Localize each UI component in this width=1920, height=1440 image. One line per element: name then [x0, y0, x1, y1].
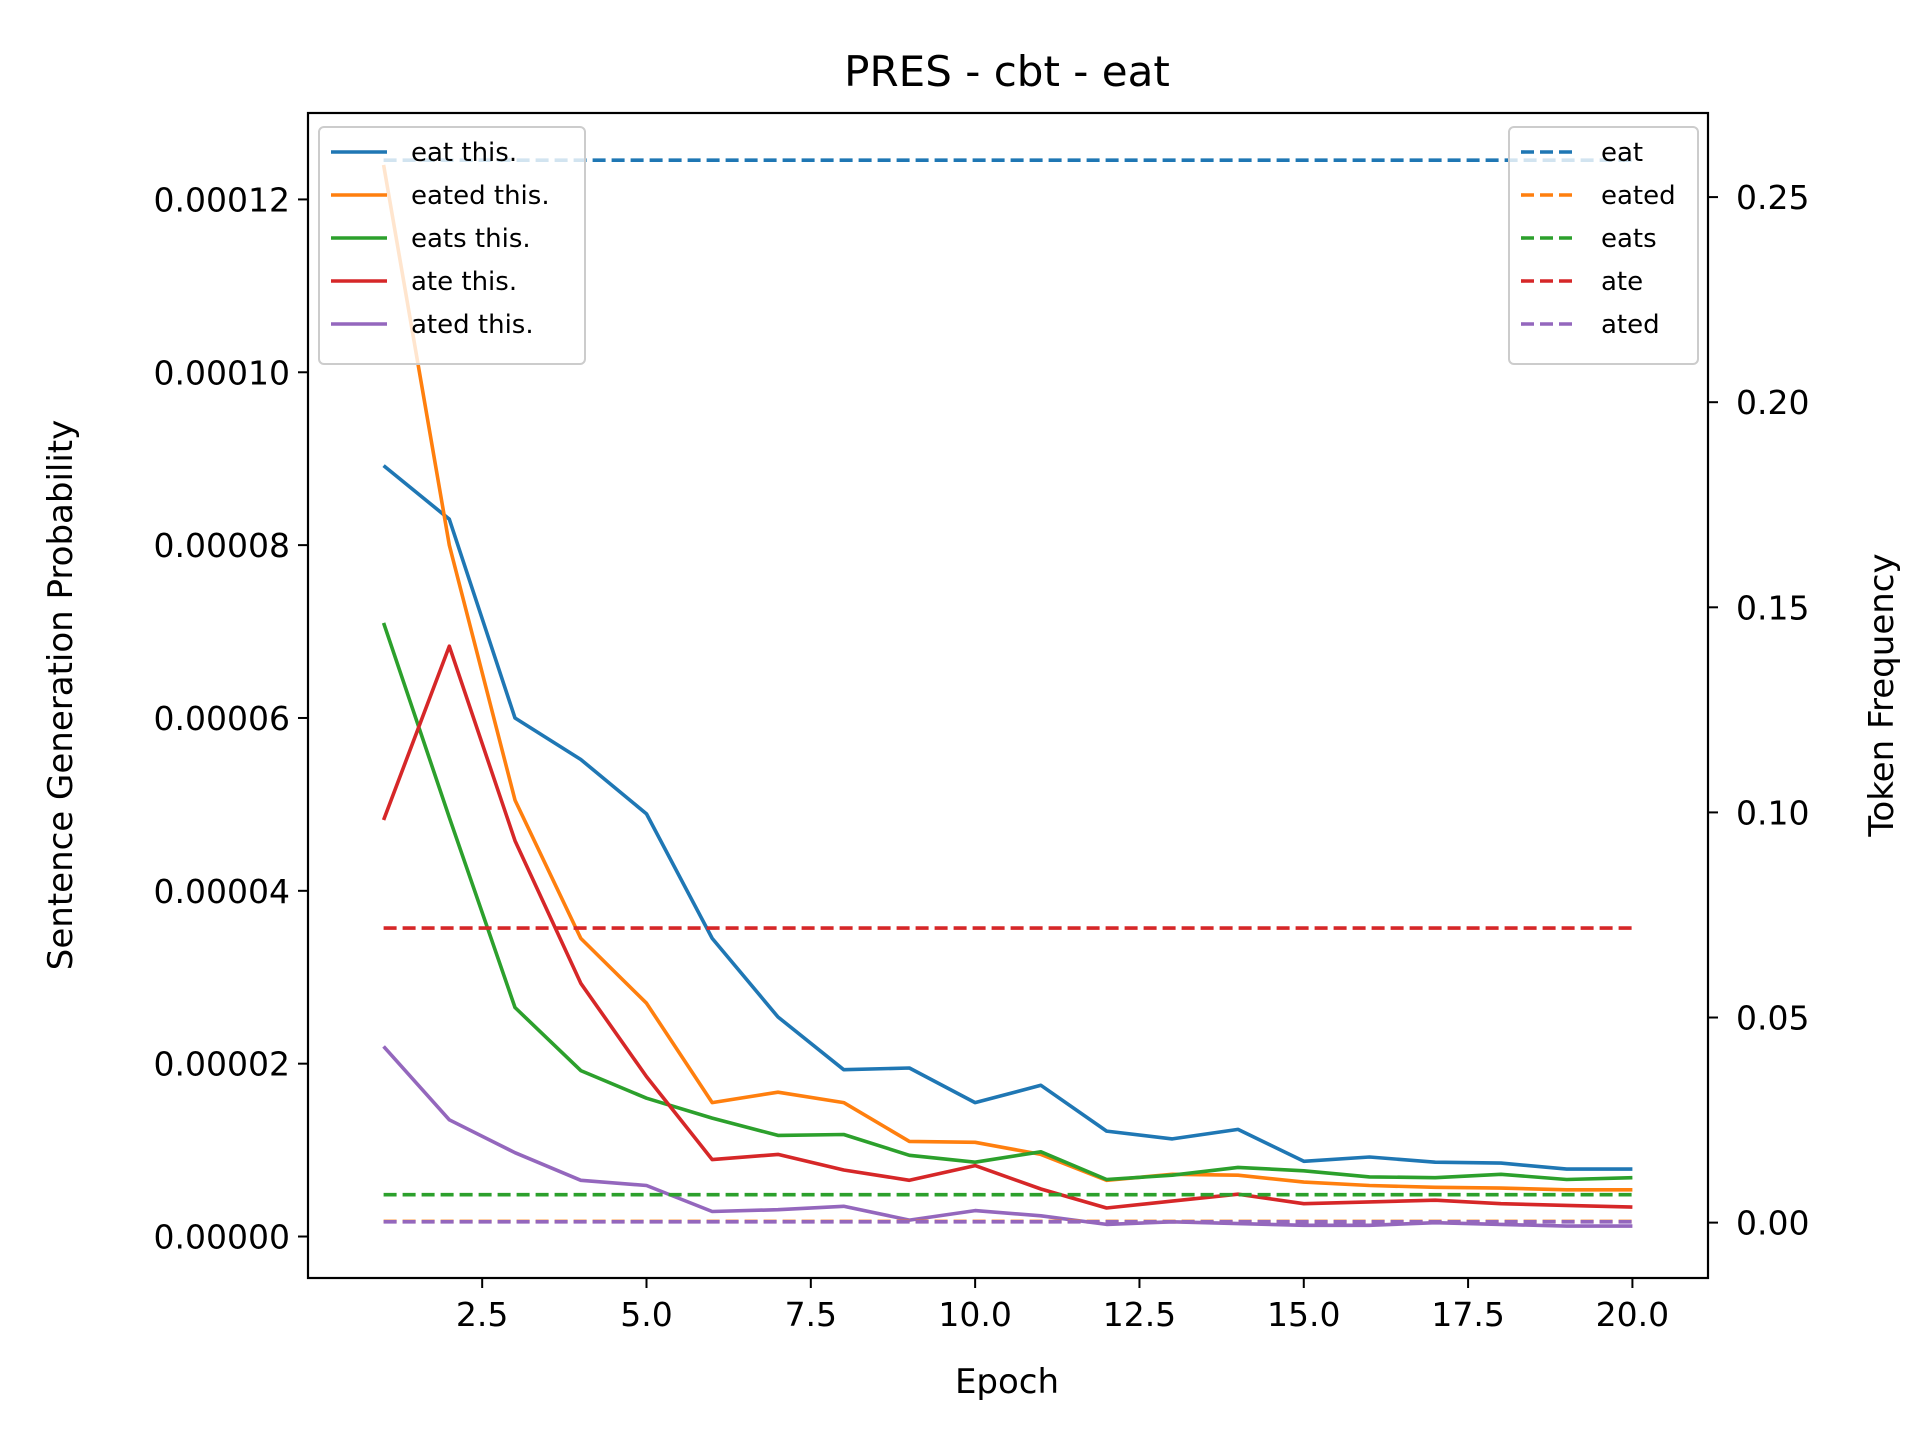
- legend-left: eat this. eated this. eats this. ate this. a…: [318, 126, 586, 365]
- y-tick-label-1: 0.00002: [154, 1045, 290, 1084]
- series-line-0: [382, 464, 1633, 1171]
- y2-tick-label-1: 0.05: [1736, 999, 1809, 1038]
- y2-tick-label-5: 0.25: [1736, 178, 1809, 217]
- legend-right-box: [1508, 126, 1699, 365]
- legend-left-label-0: eat this.: [411, 138, 517, 168]
- x-tick-label-1: 5.0: [620, 1295, 672, 1334]
- axes-layer: 2.5 5.0 7.5 10.0 12.5 15.0 17.5 20.0 0.00000 0.00…: [154, 111, 1809, 1334]
- legend-left-label-2: eats this.: [411, 224, 531, 254]
- y-tick-label-6: 0.00012: [154, 180, 290, 219]
- y-tick-label-2: 0.00004: [154, 872, 290, 911]
- y2-axis-label: Token Frequency: [1862, 553, 1902, 837]
- y2-tick-label-0: 0.00: [1736, 1204, 1809, 1243]
- plot-frame: [306, 111, 1710, 1280]
- legend-right-label-2: eats: [1601, 224, 1657, 254]
- y-tick-label-4: 0.00008: [154, 526, 290, 565]
- y-tick-label-0: 0.00000: [154, 1218, 290, 1257]
- legend-left-label-4: ated this.: [411, 310, 534, 340]
- legend-right-label-4: ated: [1601, 310, 1660, 340]
- series-line-2: [381, 622, 1633, 1182]
- legend-right-label-1: eated: [1601, 181, 1676, 211]
- x-tick-label-5: 15.0: [1267, 1295, 1340, 1334]
- x-tick-label-4: 12.5: [1103, 1295, 1176, 1334]
- x-tick-label-2: 7.5: [785, 1295, 837, 1334]
- y2-tick-label-4: 0.20: [1736, 383, 1809, 422]
- legend-left-label-1: eated this.: [411, 181, 550, 211]
- y-axis-label: Sentence Generation Probability: [41, 420, 81, 970]
- x-tick-label-3: 10.0: [938, 1295, 1011, 1334]
- chart-title: PRES - cbt - eat: [844, 47, 1170, 96]
- y2-tick-label-2: 0.10: [1736, 793, 1809, 832]
- series-line-3: [381, 644, 1633, 1210]
- x-axis-label: Epoch: [955, 1362, 1059, 1402]
- series-line-4: [382, 1045, 1633, 1228]
- x-tick-label-6: 17.5: [1431, 1295, 1504, 1334]
- legend-left-box: [318, 126, 586, 365]
- legend-right-label-3: ate: [1601, 267, 1643, 297]
- legend-right: eat eated eats ate ated: [1508, 126, 1699, 365]
- x-tick-label-7: 20.0: [1596, 1295, 1669, 1334]
- y2-tick-label-3: 0.15: [1736, 588, 1809, 627]
- legend-right-label-0: eat: [1601, 138, 1643, 168]
- series-layer: [381, 158, 1633, 1228]
- y-tick-label-3: 0.00006: [154, 699, 290, 738]
- legend-left-label-3: ate this.: [411, 267, 517, 297]
- series-line-1: [381, 164, 1633, 1192]
- x-tick-label-0: 2.5: [456, 1295, 508, 1334]
- y-tick-label-5: 0.00010: [154, 353, 290, 392]
